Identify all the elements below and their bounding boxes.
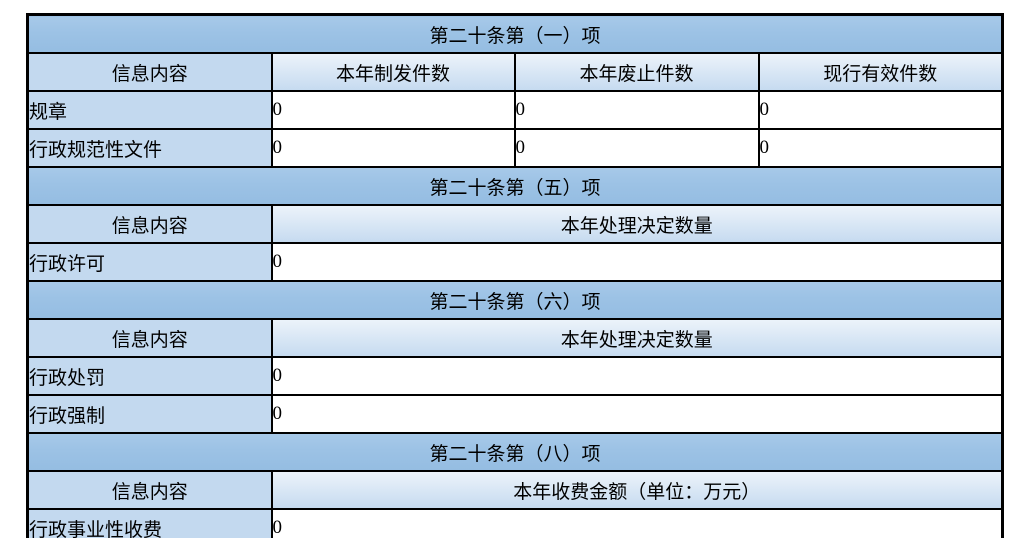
row-label: 行政许可 [26, 242, 273, 282]
column-header-row: 信息内容 本年处理决定数量 [26, 204, 1004, 244]
column-header-info-content: 信息内容 [26, 52, 273, 92]
column-header-row: 信息内容 本年收费金额（单位：万元） [26, 470, 1004, 510]
column-header-row: 信息内容 本年制发件数 本年废止件数 现行有效件数 [26, 52, 1004, 92]
section-title: 第二十条第（六）项 [26, 280, 1004, 320]
table-row: 规章 0 0 0 [26, 90, 1004, 130]
row-label: 行政规范性文件 [26, 128, 273, 168]
section-header-row: 第二十条第（五）项 [26, 166, 1004, 206]
value-cell: 0 [270, 128, 516, 168]
report-table: 第二十条第（一）项 信息内容 本年制发件数 本年废止件数 现行有效件数 规章 0… [26, 13, 1005, 538]
value-cell: 0 [513, 128, 760, 168]
table-row: 行政处罚 0 [26, 356, 1004, 396]
row-label: 行政强制 [26, 394, 273, 434]
column-header-decision-count: 本年处理决定数量 [270, 204, 1004, 244]
column-header-effective-count: 现行有效件数 [757, 52, 1004, 92]
row-label: 行政处罚 [26, 356, 273, 396]
value-cell: 0 [757, 90, 1004, 130]
value-cell: 0 [513, 90, 760, 130]
row-label: 行政事业性收费 [26, 508, 273, 538]
column-header-issued-count: 本年制发件数 [270, 52, 516, 92]
table-row: 行政许可 0 [26, 242, 1004, 282]
column-header-info-content: 信息内容 [26, 204, 273, 244]
column-header-info-content: 信息内容 [26, 318, 273, 358]
value-cell: 0 [270, 242, 1004, 282]
row-label: 规章 [26, 90, 273, 130]
value-cell: 0 [270, 394, 1004, 434]
section-header-row: 第二十条第（一）项 [26, 13, 1004, 54]
table-row: 行政事业性收费 0 [26, 508, 1004, 538]
table-row: 行政规范性文件 0 0 0 [26, 128, 1004, 168]
table-row: 行政强制 0 [26, 394, 1004, 434]
section-title: 第二十条第（一）项 [26, 13, 1004, 54]
column-header-row: 信息内容 本年处理决定数量 [26, 318, 1004, 358]
column-header-fee-amount: 本年收费金额（单位：万元） [270, 470, 1004, 510]
column-header-info-content: 信息内容 [26, 470, 273, 510]
section-header-row: 第二十条第（八）项 [26, 432, 1004, 472]
section-title: 第二十条第（五）项 [26, 166, 1004, 206]
value-cell: 0 [270, 90, 516, 130]
value-cell: 0 [270, 356, 1004, 396]
value-cell: 0 [270, 508, 1004, 538]
column-header-decision-count: 本年处理决定数量 [270, 318, 1004, 358]
value-cell: 0 [757, 128, 1004, 168]
section-title: 第二十条第（八）项 [26, 432, 1004, 472]
section-header-row: 第二十条第（六）项 [26, 280, 1004, 320]
column-header-repealed-count: 本年废止件数 [513, 52, 760, 92]
